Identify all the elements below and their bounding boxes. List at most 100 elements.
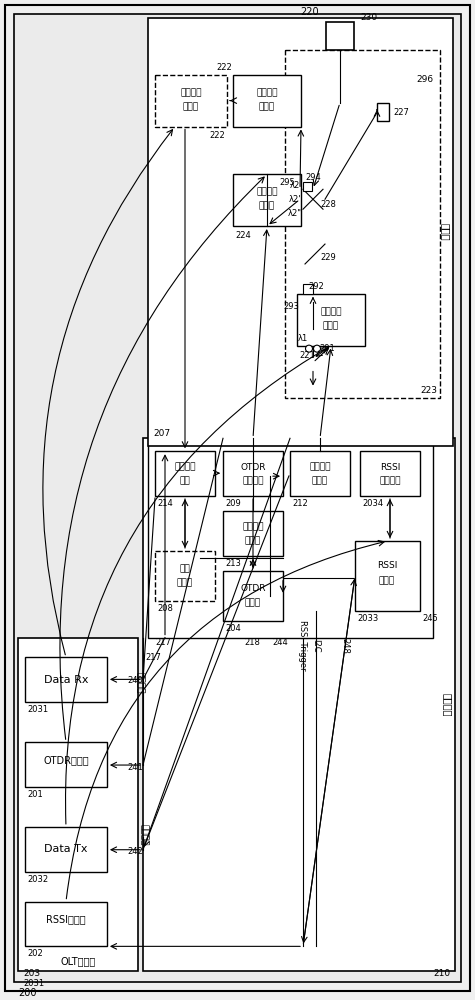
Bar <box>155 451 215 496</box>
Text: 驱动器: 驱动器 <box>245 536 261 545</box>
Bar <box>143 438 455 971</box>
Text: 202: 202 <box>27 949 43 958</box>
Text: 数据信号: 数据信号 <box>256 88 278 97</box>
Bar <box>297 294 365 346</box>
Ellipse shape <box>314 345 321 352</box>
Text: 2031: 2031 <box>23 979 44 988</box>
Text: 210: 210 <box>433 969 450 978</box>
Text: 201: 201 <box>27 790 43 799</box>
Text: 224: 224 <box>235 231 251 240</box>
Bar <box>25 902 107 946</box>
Text: 294: 294 <box>305 173 321 182</box>
Ellipse shape <box>305 345 313 352</box>
Bar <box>360 451 420 496</box>
Text: 296: 296 <box>416 75 433 84</box>
Bar <box>148 443 433 638</box>
Text: 213: 213 <box>225 559 241 568</box>
Text: λ1: λ1 <box>298 334 308 343</box>
Text: 227: 227 <box>393 108 409 117</box>
Text: 208: 208 <box>157 604 173 613</box>
Text: 218: 218 <box>244 638 260 647</box>
Text: 222: 222 <box>216 63 232 72</box>
Text: RSSI: RSSI <box>377 561 397 570</box>
Text: 212: 212 <box>292 499 308 508</box>
Bar <box>148 18 453 446</box>
Text: 292: 292 <box>308 282 324 291</box>
Text: λ2: λ2 <box>290 181 300 190</box>
Text: 数据信号: 数据信号 <box>320 307 342 316</box>
Text: 处理器: 处理器 <box>245 598 261 607</box>
Text: 230: 230 <box>360 13 377 22</box>
Text: 295: 295 <box>279 178 295 187</box>
Text: 测试信号: 测试信号 <box>256 188 278 197</box>
Text: OTDR控制器: OTDR控制器 <box>43 755 89 765</box>
Text: 223: 223 <box>420 386 437 395</box>
Text: 203: 203 <box>23 969 40 978</box>
Text: 217: 217 <box>145 653 161 662</box>
Text: 数据信号: 数据信号 <box>309 463 331 472</box>
Bar <box>223 571 283 621</box>
Text: 发射器: 发射器 <box>259 202 275 211</box>
Text: RSSI控制器: RSSI控制器 <box>46 914 86 924</box>
Text: 291: 291 <box>319 344 335 353</box>
Bar <box>155 75 227 127</box>
Text: 放大器: 放大器 <box>183 102 199 111</box>
Text: 驱动组件: 驱动组件 <box>442 693 452 717</box>
Bar <box>303 182 312 191</box>
Text: OTDR: OTDR <box>240 584 266 593</box>
Text: 222: 222 <box>209 131 225 140</box>
Text: OLT的单板: OLT的单板 <box>60 956 95 966</box>
Text: 2034: 2034 <box>362 499 383 508</box>
Text: 驱动器: 驱动器 <box>312 477 328 486</box>
Text: 通道选择: 通道选择 <box>174 463 196 472</box>
Text: λ2': λ2' <box>289 195 301 204</box>
Text: 220: 220 <box>301 7 319 17</box>
Text: 241: 241 <box>127 763 143 772</box>
Bar <box>285 50 440 398</box>
Text: 2032: 2032 <box>27 875 48 884</box>
Text: 229: 229 <box>320 253 336 262</box>
Bar <box>223 451 283 496</box>
Text: 209: 209 <box>225 499 241 508</box>
Text: 228: 228 <box>320 200 336 209</box>
Bar <box>25 827 107 872</box>
Text: 293: 293 <box>283 302 299 311</box>
Text: 221: 221 <box>299 351 315 360</box>
Bar <box>233 174 301 226</box>
Text: Data Tx: Data Tx <box>44 844 88 854</box>
Text: 2031: 2031 <box>27 705 48 714</box>
Text: 248: 248 <box>341 638 350 653</box>
Text: 244: 244 <box>272 638 288 647</box>
Bar <box>25 742 107 787</box>
Text: 207: 207 <box>153 429 170 438</box>
Bar <box>155 551 215 601</box>
Bar <box>25 657 107 702</box>
Text: 测试信号: 测试信号 <box>242 522 264 531</box>
Text: 240: 240 <box>127 676 143 685</box>
Text: 限幅: 限幅 <box>180 564 190 573</box>
Text: 发射器: 发射器 <box>323 321 339 330</box>
Text: 测量单元: 测量单元 <box>242 477 264 486</box>
Bar <box>355 541 420 611</box>
Bar <box>18 638 138 971</box>
Text: 处理器: 处理器 <box>379 576 395 585</box>
Text: 第一旁路: 第一旁路 <box>180 88 202 97</box>
Text: 光组件: 光组件 <box>440 223 450 241</box>
Text: 245: 245 <box>422 614 438 623</box>
Text: 204: 204 <box>225 624 241 633</box>
Text: I2C: I2C <box>312 639 321 652</box>
Bar <box>223 511 283 556</box>
Text: 单元: 单元 <box>180 477 190 486</box>
Text: 2033: 2033 <box>357 614 378 623</box>
Bar <box>326 22 354 50</box>
Text: Data Rx: Data Rx <box>44 675 88 685</box>
Bar <box>377 103 389 121</box>
Text: 放大器: 放大器 <box>177 578 193 587</box>
Text: 接收器: 接收器 <box>259 102 275 111</box>
Text: 214: 214 <box>157 499 173 508</box>
Bar <box>233 75 301 127</box>
Bar <box>303 284 313 294</box>
Text: 217: 217 <box>155 638 171 647</box>
Text: 200: 200 <box>18 988 37 998</box>
Text: 上行数据: 上行数据 <box>135 672 144 693</box>
